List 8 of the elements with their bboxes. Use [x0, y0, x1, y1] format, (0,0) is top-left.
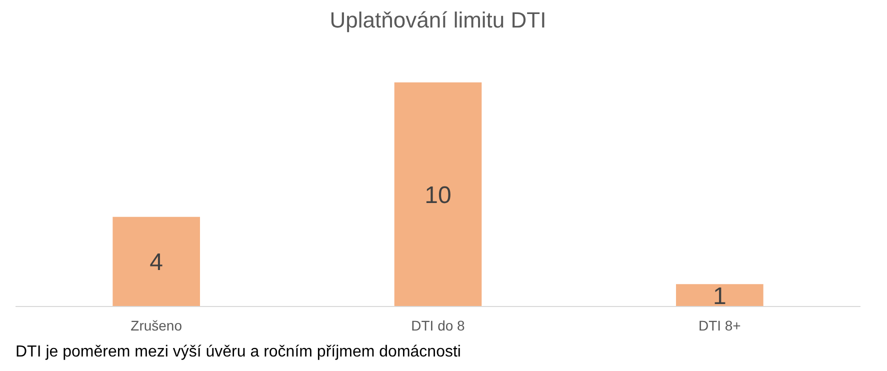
- data-label: 10: [424, 182, 452, 209]
- x-tick-label: Zrušeno: [130, 318, 182, 334]
- chart-title: Uplatňování limitu DTI: [330, 8, 546, 32]
- text: DTI je poměrem mezi výší úvěru a ročním příjmem domácnosti: [16, 344, 461, 360]
- data-label: 1: [712, 282, 726, 310]
- x-tick-label: DTI do 8: [411, 318, 466, 334]
- data-label: 4: [150, 249, 164, 276]
- x-tick-label: DTI 8+: [698, 318, 741, 334]
